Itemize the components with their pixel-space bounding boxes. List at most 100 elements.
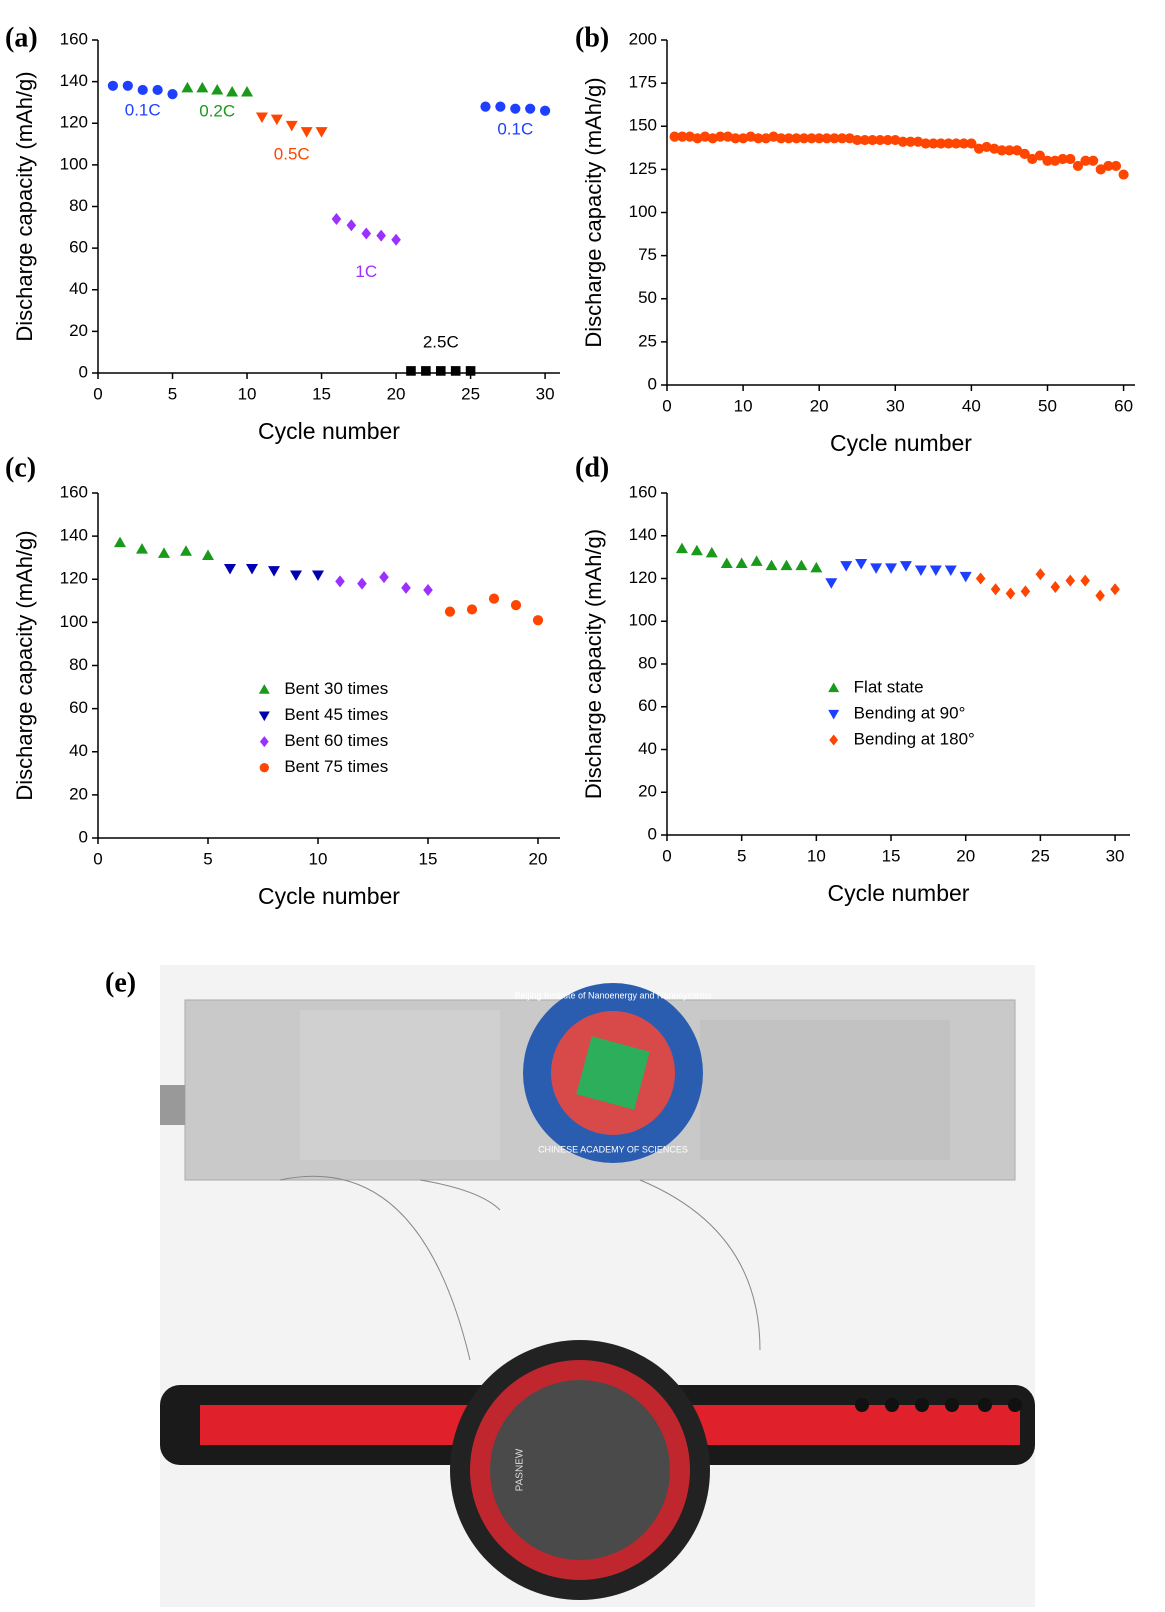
x-tick-label: 50 [1038, 396, 1057, 415]
marker [435, 366, 446, 376]
series-annotation: 0.1C [497, 120, 533, 139]
marker [867, 134, 878, 146]
y-tick-label: 40 [69, 279, 88, 298]
legend-marker [259, 736, 269, 748]
marker [510, 600, 522, 611]
marker [1019, 148, 1030, 159]
marker [959, 571, 972, 583]
foil-wrinkle [700, 1020, 950, 1160]
marker [290, 570, 302, 581]
marker [750, 555, 763, 566]
marker [890, 134, 901, 146]
y-axis-title: Discharge capacity (mAh/g) [12, 530, 37, 800]
marker [246, 563, 258, 575]
marker [1065, 574, 1076, 587]
marker [122, 80, 133, 91]
marker [791, 133, 802, 144]
y-tick-label: 175 [629, 73, 657, 92]
marker [825, 578, 838, 589]
marker [211, 83, 224, 95]
marker [357, 577, 367, 590]
marker [859, 134, 870, 146]
x-axis-title: Cycle number [258, 418, 400, 444]
x-axis-title: Cycle number [258, 883, 400, 909]
y-tick-label: 160 [60, 29, 88, 48]
marker [379, 571, 389, 584]
y-tick-label: 0 [648, 824, 657, 843]
marker [1110, 160, 1122, 172]
marker [722, 131, 733, 142]
panel-label: (a) [5, 22, 38, 53]
x-tick-label: 25 [461, 384, 480, 403]
panel-label: (c) [5, 452, 36, 483]
y-tick-label: 40 [638, 739, 657, 758]
marker [737, 133, 749, 144]
marker [928, 138, 939, 149]
marker [1035, 568, 1046, 581]
x-tick-label: 25 [1031, 846, 1050, 865]
marker [136, 543, 148, 554]
y-tick-label: 80 [69, 655, 88, 674]
marker [874, 134, 886, 146]
marker [675, 542, 688, 554]
marker [167, 89, 178, 100]
marker [795, 559, 808, 571]
y-tick-label: 0 [79, 827, 88, 846]
x-tick-label: 5 [737, 846, 746, 865]
y-tick-label: 75 [638, 245, 657, 264]
marker [943, 138, 954, 149]
marker [510, 103, 521, 114]
y-tick-label: 120 [60, 569, 88, 588]
legend-label: Bending at 90° [854, 703, 966, 722]
y-axis-title: Discharge capacity (mAh/g) [581, 77, 606, 347]
marker [944, 565, 957, 576]
x-tick-label: 40 [962, 396, 981, 415]
x-tick-label: 60 [1114, 396, 1133, 415]
y-tick-label: 80 [69, 196, 88, 215]
marker [735, 557, 748, 569]
legend-label: Bent 45 times [284, 705, 388, 724]
tab [160, 1085, 185, 1125]
marker [855, 559, 868, 570]
marker [929, 565, 942, 576]
y-tick-label: 20 [638, 782, 657, 801]
marker [270, 114, 283, 126]
marker [1057, 153, 1068, 165]
marker [1088, 155, 1099, 166]
marker [241, 86, 254, 97]
marker [1072, 160, 1084, 172]
marker [780, 559, 793, 571]
logo-text: CHINESE ACADEMY OF SCIENCES [538, 1144, 688, 1154]
marker [137, 84, 148, 96]
y-tick-label: 100 [629, 202, 657, 221]
marker [495, 101, 506, 112]
x-axis-title: Cycle number [830, 430, 972, 456]
marker [669, 131, 680, 142]
y-tick-label: 120 [60, 113, 88, 132]
marker [844, 133, 855, 144]
y-tick-label: 40 [69, 741, 88, 760]
x-tick-label: 0 [93, 849, 102, 868]
y-tick-label: 80 [638, 653, 657, 672]
marker [539, 105, 551, 116]
marker [914, 565, 927, 576]
x-tick-label: 10 [807, 846, 826, 865]
y-tick-label: 100 [60, 612, 88, 631]
x-tick-label: 10 [238, 384, 257, 403]
marker [421, 366, 431, 376]
x-axis-title: Cycle number [828, 880, 970, 906]
marker [885, 563, 898, 574]
series-annotation: 0.2C [199, 101, 235, 120]
y-tick-label: 0 [79, 362, 88, 381]
series-annotation: 2.5C [423, 332, 459, 351]
panel-label: (b) [575, 22, 609, 53]
x-tick-label: 5 [168, 384, 177, 403]
x-tick-label: 30 [886, 396, 905, 415]
marker [897, 136, 909, 147]
marker [315, 127, 328, 138]
marker [684, 131, 695, 142]
marker [1050, 581, 1061, 594]
marker [852, 134, 863, 146]
panel-label: (d) [575, 452, 609, 483]
